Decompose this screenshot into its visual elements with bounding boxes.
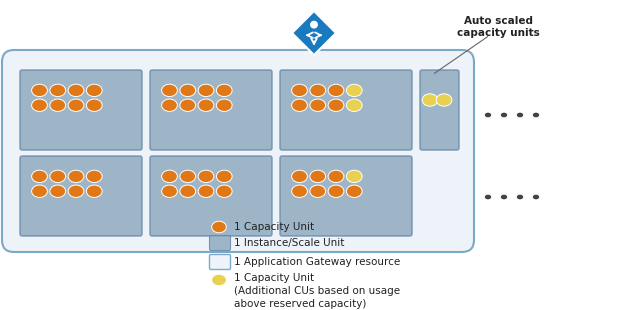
Ellipse shape [310,99,326,111]
Ellipse shape [86,185,102,197]
Ellipse shape [500,112,508,118]
FancyBboxPatch shape [20,70,142,150]
FancyBboxPatch shape [280,70,412,150]
Ellipse shape [50,170,66,183]
Ellipse shape [500,194,508,200]
Ellipse shape [217,99,232,111]
Ellipse shape [50,99,66,111]
Ellipse shape [50,84,66,96]
Ellipse shape [328,170,344,183]
Ellipse shape [484,112,492,118]
FancyBboxPatch shape [210,255,230,269]
Ellipse shape [310,170,326,183]
Ellipse shape [68,84,84,96]
Ellipse shape [50,185,66,197]
Ellipse shape [162,84,177,96]
Ellipse shape [291,99,308,111]
Ellipse shape [162,99,177,111]
Ellipse shape [198,185,214,197]
Ellipse shape [310,84,326,96]
Ellipse shape [180,84,196,96]
Ellipse shape [198,84,214,96]
Ellipse shape [217,185,232,197]
Text: 1 Application Gateway resource: 1 Application Gateway resource [234,257,400,267]
Ellipse shape [291,84,308,96]
Ellipse shape [86,99,102,111]
Ellipse shape [346,185,362,197]
Ellipse shape [422,94,438,106]
Ellipse shape [68,99,84,111]
Ellipse shape [532,194,540,200]
FancyBboxPatch shape [2,50,474,252]
Ellipse shape [217,84,232,96]
Text: 1 Instance/Scale Unit: 1 Instance/Scale Unit [234,238,344,248]
FancyBboxPatch shape [280,156,412,236]
Ellipse shape [346,99,362,111]
Ellipse shape [291,170,308,183]
Ellipse shape [212,274,227,286]
Circle shape [310,21,318,29]
Ellipse shape [516,112,524,118]
Ellipse shape [198,99,214,111]
Ellipse shape [180,170,196,183]
Ellipse shape [68,170,84,183]
Ellipse shape [198,170,214,183]
Ellipse shape [484,194,492,200]
Ellipse shape [516,194,524,200]
Ellipse shape [328,99,344,111]
Ellipse shape [180,185,196,197]
Ellipse shape [32,84,47,96]
Ellipse shape [532,112,540,118]
Ellipse shape [328,84,344,96]
FancyBboxPatch shape [150,156,272,236]
Polygon shape [292,11,336,55]
FancyBboxPatch shape [420,70,459,150]
FancyBboxPatch shape [210,236,230,250]
Ellipse shape [291,185,308,197]
Ellipse shape [32,170,47,183]
Ellipse shape [86,84,102,96]
Ellipse shape [436,94,452,106]
Ellipse shape [217,170,232,183]
Ellipse shape [328,185,344,197]
Text: 1 Capacity Unit: 1 Capacity Unit [234,222,314,232]
Text: 1 Capacity Unit
(Additional CUs based on usage
above reserved capacity): 1 Capacity Unit (Additional CUs based on… [234,273,400,309]
Ellipse shape [346,170,362,183]
Ellipse shape [162,185,177,197]
FancyBboxPatch shape [150,70,272,150]
Ellipse shape [86,170,102,183]
Ellipse shape [32,99,47,111]
Ellipse shape [32,185,47,197]
Ellipse shape [212,221,227,233]
Text: Auto scaled
capacity units: Auto scaled capacity units [457,16,539,38]
Ellipse shape [162,170,177,183]
FancyBboxPatch shape [20,156,142,236]
Ellipse shape [180,99,196,111]
Ellipse shape [68,185,84,197]
Ellipse shape [346,84,362,96]
Ellipse shape [310,185,326,197]
